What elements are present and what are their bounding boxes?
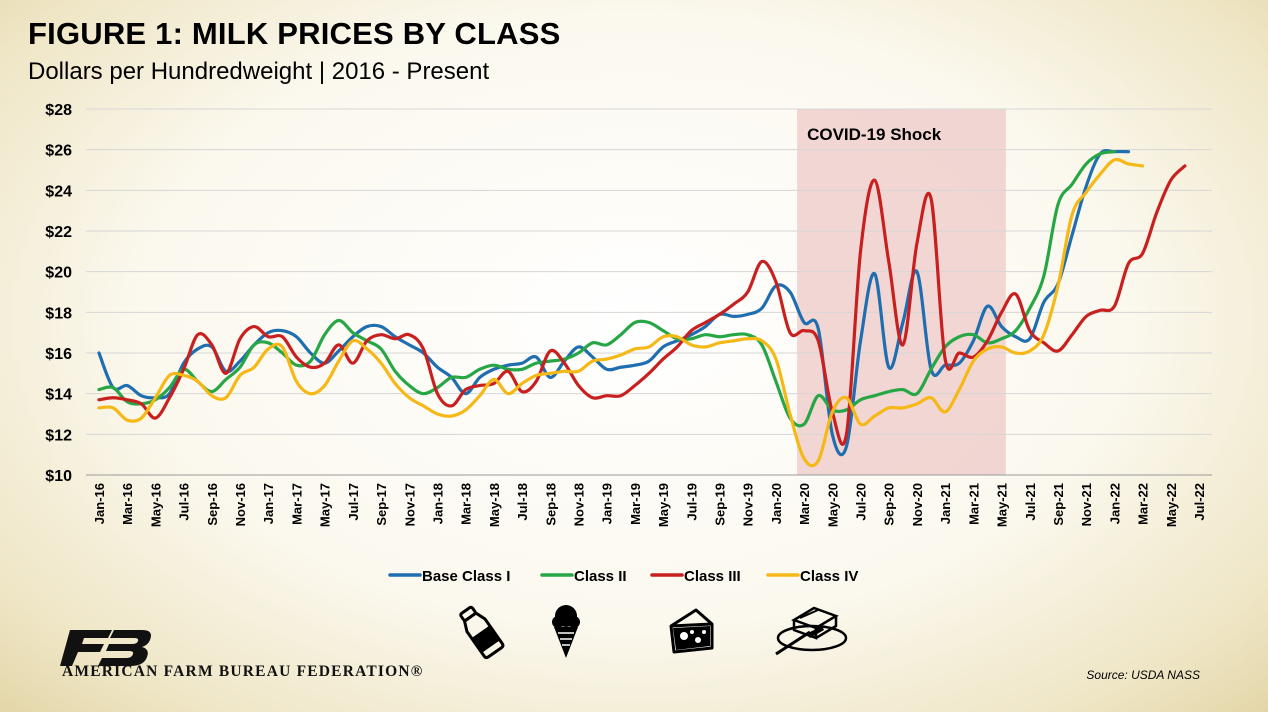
series-line-class-iii bbox=[97, 164, 1187, 446]
x-tick-label: Nov-16 bbox=[233, 483, 248, 526]
y-tick-label: $10 bbox=[45, 468, 72, 485]
x-tick-label: May-18 bbox=[487, 483, 502, 527]
cheese-icon bbox=[669, 608, 714, 654]
series-line-base-class-i bbox=[97, 149, 1131, 457]
legend-label: Class II bbox=[574, 568, 627, 585]
x-tick-label: Jan-18 bbox=[430, 483, 445, 524]
x-tick-label: Mar-17 bbox=[289, 483, 304, 525]
y-tick-label: $22 bbox=[45, 224, 72, 241]
x-tick-label: Sep-16 bbox=[205, 483, 220, 526]
x-tick-label: Jan-20 bbox=[769, 483, 784, 524]
x-tick-label: Sep-17 bbox=[374, 483, 389, 526]
butter-icon bbox=[775, 606, 848, 656]
legend-label: Class IV bbox=[800, 568, 858, 585]
x-tick-label: Nov-19 bbox=[741, 483, 756, 526]
x-tick-label: May-16 bbox=[148, 483, 163, 527]
source-note: Source: USDA NASS bbox=[1086, 668, 1200, 682]
x-tick-label: Mar-18 bbox=[459, 483, 474, 525]
annotation-label: COVID-19 Shock bbox=[807, 125, 942, 144]
x-tick-label: May-19 bbox=[656, 483, 671, 527]
legend-item-base-class-i: Base Class I bbox=[388, 568, 510, 585]
x-tick-label: Nov-18 bbox=[571, 483, 586, 526]
y-tick-label: $26 bbox=[45, 143, 72, 160]
afbf-logo-icon bbox=[60, 630, 151, 666]
x-tick-label: Mar-19 bbox=[628, 483, 643, 525]
x-tick-label: Sep-20 bbox=[882, 483, 897, 526]
y-tick-label: $12 bbox=[45, 427, 72, 444]
y-tick-label: $20 bbox=[45, 265, 72, 282]
milk-bottle-icon bbox=[459, 605, 505, 660]
x-tick-label: Sep-18 bbox=[543, 483, 558, 526]
y-tick-label: $14 bbox=[45, 387, 72, 404]
x-tick-label: May-20 bbox=[825, 483, 840, 527]
grid-layer bbox=[86, 108, 1212, 476]
x-tick-label: Jul-22 bbox=[1192, 483, 1207, 521]
x-tick-label: Jul-17 bbox=[346, 483, 361, 521]
x-tick-label: Jul-19 bbox=[684, 483, 699, 521]
x-tick-label: Nov-20 bbox=[910, 483, 925, 526]
x-tick-label: Mar-21 bbox=[966, 483, 981, 525]
x-tick-label: Mar-16 bbox=[120, 483, 135, 525]
legend-item-class-iv: Class IV bbox=[766, 568, 858, 585]
x-tick-label: May-21 bbox=[995, 483, 1010, 527]
x-axis: Jan-16 Mar-16 May-16 Jul-16 Sep-16 Nov-16 Jan-… bbox=[92, 483, 1207, 527]
legend-item-class-ii: Class II bbox=[540, 568, 627, 585]
x-tick-label: Jul-16 bbox=[177, 483, 192, 521]
x-tick-label: May-17 bbox=[318, 483, 333, 527]
y-tick-label: $24 bbox=[45, 183, 72, 200]
legend: Base Class I Class II Class III Class IV bbox=[388, 568, 858, 585]
x-tick-label: Jul-20 bbox=[854, 483, 869, 521]
series-layer bbox=[97, 149, 1187, 468]
x-tick-label: May-22 bbox=[1164, 483, 1179, 527]
organization-name: AMERICAN FARM BUREAU FEDERATION® bbox=[62, 663, 424, 680]
x-tick-label: Nov-17 bbox=[402, 483, 417, 526]
y-tick-label: $16 bbox=[45, 346, 72, 363]
legend-label: Base Class I bbox=[422, 568, 510, 585]
x-tick-label: Mar-20 bbox=[797, 483, 812, 525]
legend-item-class-iii: Class III bbox=[650, 568, 741, 585]
x-tick-label: Mar-22 bbox=[1136, 483, 1151, 525]
x-tick-label: Jan-21 bbox=[938, 483, 953, 524]
ice-cream-cone-icon bbox=[552, 605, 580, 658]
chart-subtitle: Dollars per Hundredweight | 2016 - Prese… bbox=[28, 58, 490, 85]
x-tick-label: Jan-19 bbox=[600, 483, 615, 524]
y-axis: $10 $12 $14 $16 $18 $20 $22 $24 $26 $28 bbox=[45, 102, 72, 485]
x-tick-label: Nov-21 bbox=[1079, 483, 1094, 526]
x-tick-label: Jan-22 bbox=[1107, 483, 1122, 524]
x-tick-label: Jan-17 bbox=[261, 483, 276, 524]
x-tick-label: Jan-16 bbox=[92, 483, 107, 524]
series-line-class-iv bbox=[97, 157, 1145, 468]
x-tick-label: Jul-21 bbox=[1023, 483, 1038, 521]
x-tick-label: Jul-18 bbox=[515, 483, 530, 521]
legend-label: Class III bbox=[684, 568, 741, 585]
x-tick-label: Sep-21 bbox=[1051, 483, 1066, 526]
x-tick-label: Sep-19 bbox=[713, 483, 728, 526]
chart-title: FIGURE 1: MILK PRICES BY CLASS bbox=[28, 16, 561, 51]
y-tick-label: $18 bbox=[45, 305, 72, 322]
y-tick-label: $28 bbox=[45, 102, 72, 119]
